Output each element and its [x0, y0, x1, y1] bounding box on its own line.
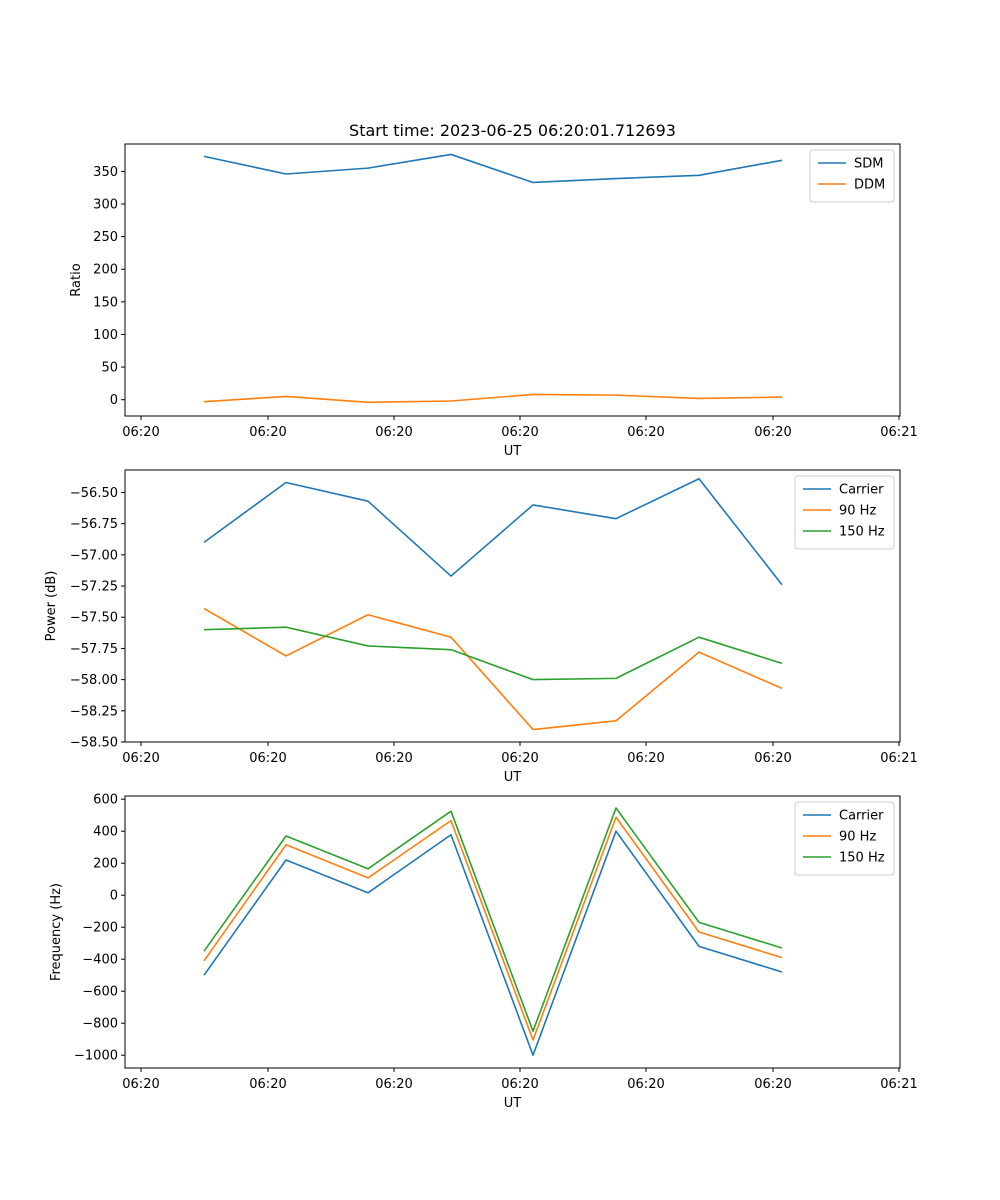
x-tick-label: 06:20 — [122, 1077, 159, 1092]
x-axis-label: UT — [504, 444, 522, 459]
y-tick-label: −57.75 — [70, 642, 118, 657]
subplot-1: 06:20 06:20 06:20 06:20 06:20 06:20 06:21 0 50 10… — [69, 143, 918, 459]
x-tick-label: 06:21 — [880, 1077, 917, 1092]
x-tick-label: 06:20 — [501, 425, 538, 440]
legend: Carrier 90 Hz 150 Hz — [794, 801, 895, 876]
y-tick-label: −57.00 — [70, 548, 118, 563]
legend-label: 150 Hz — [839, 851, 885, 866]
y-tick-label: −1000 — [74, 1049, 118, 1064]
x-tick-label: 06:20 — [375, 1077, 412, 1092]
x-tick-label: 06:20 — [249, 1077, 286, 1092]
y-tick-label: −57.25 — [70, 580, 118, 595]
x-tick-label: 06:20 — [627, 425, 664, 440]
y-tick-label: −800 — [82, 1017, 118, 1032]
figure-title: Start time: 2023-06-25 06:20:01.712693 — [349, 121, 676, 140]
subplot-2: 06:20 06:20 06:20 06:20 06:20 06:20 06:21 −58.5… — [44, 469, 918, 785]
x-tick-label: 06:20 — [375, 425, 412, 440]
x-tick-label: 06:20 — [627, 1077, 664, 1092]
y-tick-label: 300 — [93, 198, 118, 213]
series-line-90-hz — [203, 607, 783, 731]
series-line-90-hz — [203, 816, 783, 1041]
y-tick-label: 50 — [101, 361, 118, 376]
x-tick-label: 06:21 — [880, 751, 917, 766]
legend-label: SDM — [854, 157, 883, 172]
y-tick-label: −58.50 — [70, 736, 118, 751]
series-line-ddm — [203, 393, 783, 404]
series-line-150-hz — [203, 626, 783, 681]
x-tick-label: 06:20 — [501, 751, 538, 766]
y-tick-label: −56.50 — [70, 486, 118, 501]
x-axis-label: UT — [504, 1096, 522, 1111]
axes-frame — [124, 795, 901, 1069]
x-tick-label: 06:20 — [249, 425, 286, 440]
series-line-carrier — [203, 477, 783, 586]
x-tick-label: 06:20 — [754, 751, 791, 766]
legend-label: Carrier — [839, 483, 884, 498]
legend-label: Carrier — [839, 809, 884, 824]
y-tick-label: 600 — [93, 793, 118, 808]
y-tick-label: −58.00 — [70, 673, 118, 688]
x-tick-label: 06:20 — [754, 425, 791, 440]
legend-label: 90 Hz — [839, 830, 876, 845]
series-line-150-hz — [203, 807, 783, 1032]
axes-frame — [124, 143, 901, 417]
y-tick-label: −200 — [82, 921, 118, 936]
y-tick-label: 150 — [93, 295, 118, 310]
x-tick-label: 06:20 — [122, 425, 159, 440]
series-line-sdm — [203, 153, 783, 184]
y-tick-label: 100 — [93, 328, 118, 343]
y-tick-label: −57.50 — [70, 611, 118, 626]
y-axis-label: Frequency (Hz) — [49, 883, 64, 981]
x-tick-label: 06:20 — [754, 1077, 791, 1092]
series-line-carrier — [203, 830, 783, 1056]
y-tick-label: −56.75 — [70, 517, 118, 532]
legend-label: 90 Hz — [839, 504, 876, 519]
y-tick-label: 400 — [93, 825, 118, 840]
legend: SDM DDM — [809, 149, 895, 203]
x-axis-label: UT — [504, 770, 522, 785]
y-tick-label: 200 — [93, 263, 118, 278]
x-tick-label: 06:20 — [122, 751, 159, 766]
x-tick-label: 06:20 — [501, 1077, 538, 1092]
axes-frame — [124, 469, 901, 743]
x-tick-label: 06:21 — [880, 425, 917, 440]
subplot-3: 06:20 06:20 06:20 06:20 06:20 06:20 06:21 −1000… — [49, 793, 918, 1111]
y-tick-label: −400 — [82, 953, 118, 968]
y-tick-label: 200 — [93, 857, 118, 872]
x-tick-label: 06:20 — [249, 751, 286, 766]
y-axis-label: Ratio — [69, 263, 84, 296]
x-tick-label: 06:20 — [375, 751, 412, 766]
legend-label: 150 Hz — [839, 525, 885, 540]
y-tick-label: 0 — [110, 889, 118, 904]
legend: Carrier 90 Hz 150 Hz — [794, 475, 895, 550]
y-tick-label: 350 — [93, 165, 118, 180]
y-axis-label: Power (dB) — [44, 571, 59, 642]
y-tick-label: 250 — [93, 230, 118, 245]
x-tick-label: 06:20 — [627, 751, 664, 766]
y-tick-label: −58.25 — [70, 704, 118, 719]
y-tick-label: −600 — [82, 985, 118, 1000]
y-tick-label: 0 — [110, 393, 118, 408]
legend-label: DDM — [854, 178, 885, 193]
